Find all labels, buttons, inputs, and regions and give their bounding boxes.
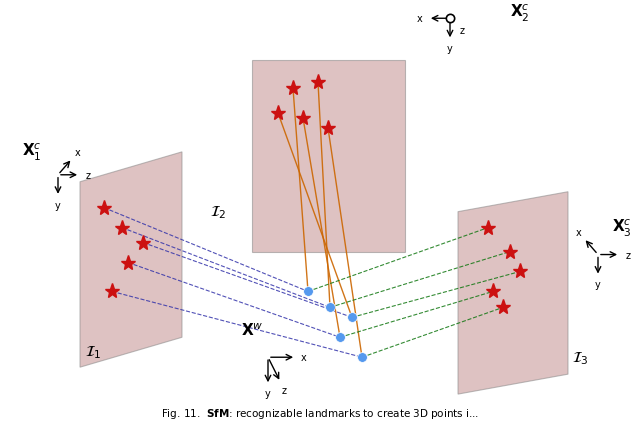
Polygon shape	[458, 192, 568, 394]
Text: $\mathbf{X}_2^c$: $\mathbf{X}_2^c$	[510, 3, 530, 24]
Polygon shape	[80, 153, 182, 367]
Text: y: y	[55, 200, 61, 210]
Text: z: z	[625, 250, 630, 260]
Text: y: y	[447, 44, 453, 54]
Text: $\mathcal{I}_2$: $\mathcal{I}_2$	[210, 204, 227, 221]
Text: $\mathbf{X}^w$: $\mathbf{X}^w$	[241, 321, 263, 338]
Text: x: x	[417, 14, 423, 24]
Text: $\mathbf{X}_1^c$: $\mathbf{X}_1^c$	[22, 142, 42, 163]
Text: $\mathcal{I}_1$: $\mathcal{I}_1$	[84, 343, 101, 360]
Text: y: y	[265, 388, 271, 398]
Text: z: z	[460, 26, 465, 36]
Polygon shape	[252, 61, 405, 252]
Text: $\mathcal{I}_3$: $\mathcal{I}_3$	[572, 349, 588, 366]
Text: x: x	[75, 148, 81, 158]
Text: x: x	[575, 227, 581, 237]
Text: x: x	[301, 353, 307, 362]
Text: Fig. 11.  $\mathbf{SfM}$: recognizable landmarks to create 3D points i...: Fig. 11. $\mathbf{SfM}$: recognizable la…	[161, 406, 479, 420]
Text: y: y	[595, 280, 601, 290]
Text: z: z	[86, 170, 90, 180]
Text: z: z	[282, 384, 287, 395]
Text: $\mathbf{X}_3^c$: $\mathbf{X}_3^c$	[612, 218, 632, 239]
